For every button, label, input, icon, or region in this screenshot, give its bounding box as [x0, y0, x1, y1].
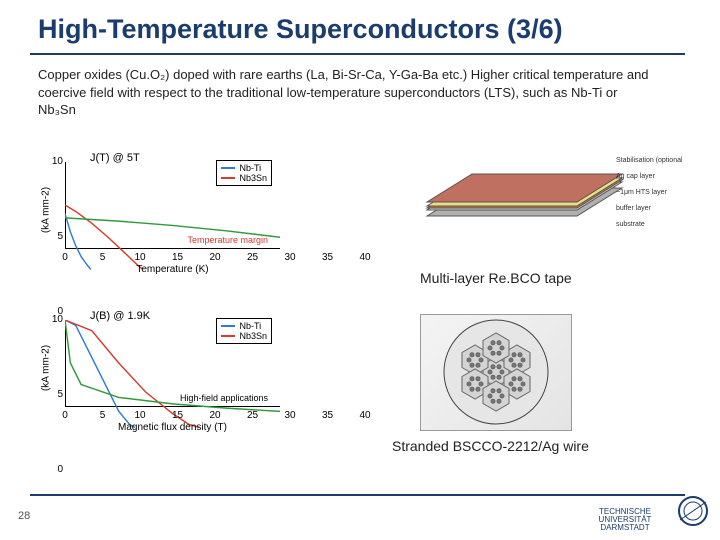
rebco-label: Stabilisation (optional)	[616, 157, 682, 164]
ytick: 5	[49, 389, 63, 400]
ytick: 10	[49, 156, 63, 167]
legend-swatch	[221, 167, 235, 169]
xtick: 40	[359, 252, 370, 263]
chart-jt-ylabel: (kA mm-2)	[41, 186, 52, 232]
xtick: 20	[209, 410, 220, 421]
bscco-wire-image	[420, 314, 572, 431]
chart-jb-legend: Nb-TiNb3Sn	[216, 318, 272, 344]
ytick: 5	[49, 231, 63, 242]
chart-jt-xlabel: Temperature (K)	[65, 264, 280, 275]
xtick: 15	[172, 252, 183, 263]
chart-jt-annotation: Temperature margin	[187, 235, 268, 245]
slide: { "title": "High-Temperature Superconduc…	[0, 0, 720, 540]
chart-jt-legend: Nb-TiNb3Sn	[216, 160, 272, 186]
legend-row: Nb-Ti	[221, 163, 267, 173]
bscco-caption: Stranded BSCCO-2212/Ag wire	[392, 438, 589, 454]
xtick: 5	[100, 410, 106, 421]
ytick: 10	[49, 314, 63, 325]
bscco-wire-svg	[421, 315, 571, 430]
chart-jb: (kA mm-2) J(B) @ 1.9K Nb-TiNb3Sn High-fi…	[25, 310, 280, 425]
cern-logo	[676, 494, 710, 530]
rebco-tape-svg: Stabilisation (optional) Ag cap layer ~1μm…	[382, 150, 682, 245]
body-text: Copper oxides (Cu.O₂) doped with rare ea…	[38, 66, 658, 119]
xtick: 40	[359, 410, 370, 421]
legend-label: Nb-Ti	[239, 321, 261, 331]
xtick: 20	[209, 252, 220, 263]
xtick: 30	[284, 252, 295, 263]
xtick: 15	[172, 410, 183, 421]
rebco-label: substrate	[616, 221, 645, 228]
xtick: 5	[100, 252, 106, 263]
rebco-label: Ag cap layer	[616, 173, 656, 180]
xtick: 35	[322, 252, 333, 263]
xtick: 25	[247, 252, 258, 263]
legend-label: Nb3Sn	[239, 331, 267, 341]
ytick: 0	[49, 464, 63, 475]
xtick: 10	[134, 410, 145, 421]
title-rule	[30, 53, 685, 55]
legend-row: Nb3Sn	[221, 331, 267, 341]
legend-row: Nb-Ti	[221, 321, 267, 331]
legend-row: Nb3Sn	[221, 173, 267, 183]
rebco-tape-schematic: Stabilisation (optional) Ag cap layer ~1μm…	[382, 150, 682, 245]
legend-swatch	[221, 335, 235, 337]
series-nb-ti	[65, 214, 91, 270]
rebco-label: buffer layer	[616, 205, 652, 212]
legend-label: Nb-Ti	[239, 163, 261, 173]
legend-label: Nb3Sn	[239, 173, 267, 183]
xtick: 30	[284, 410, 295, 421]
xtick: 0	[62, 410, 68, 421]
rebco-caption: Multi-layer Re.BCO tape	[420, 270, 572, 286]
bottom-rule	[30, 494, 685, 496]
chart-jb-xlabel: Magnetic flux density (T)	[65, 422, 280, 433]
chart-jt: (kA mm-2) J(T) @ 5T Nb-TiNb3Sn Temperatu…	[25, 152, 280, 267]
cern-logo-icon	[676, 494, 710, 528]
xtick: 25	[247, 410, 258, 421]
tud-logo: TECHNISCHE UNIVERSITÄT DARMSTADT	[590, 508, 660, 532]
page-number: 28	[18, 510, 30, 522]
legend-swatch	[221, 177, 235, 179]
xtick: 10	[134, 252, 145, 263]
chart-jb-annotation: High-field applications	[180, 393, 268, 403]
xtick: 35	[322, 410, 333, 421]
page-title: High-Temperature Superconductors (3/6)	[38, 14, 563, 45]
legend-swatch	[221, 325, 235, 327]
chart-jb-ylabel: (kA mm-2)	[41, 344, 52, 390]
xtick: 0	[62, 252, 68, 263]
rebco-label: ~1μm HTS layer	[616, 189, 668, 196]
